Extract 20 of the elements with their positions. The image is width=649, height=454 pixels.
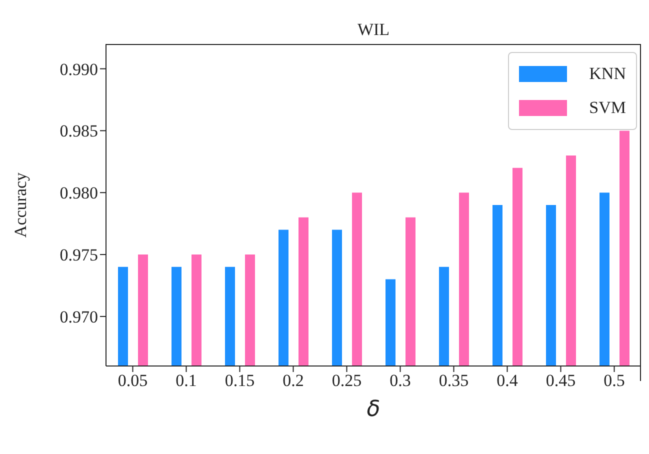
x-tick-label: 0.05: [118, 371, 148, 390]
legend-label: KNN: [589, 64, 626, 84]
x-tick-label: 0.5: [604, 371, 625, 390]
y-tick-label: 0.990: [60, 60, 98, 79]
y-tick-label: 0.980: [60, 184, 98, 203]
y-tick-label: 0.985: [60, 122, 98, 141]
chart-title: WIL: [356, 20, 391, 40]
y-tick-label: 0.970: [60, 307, 98, 326]
x-tick-label: 0.1: [176, 371, 197, 390]
x-tick-label: 0.4: [496, 371, 518, 390]
x-axis-title: δ: [366, 397, 380, 422]
y-tick-label: 0.975: [60, 246, 98, 265]
x-tick-label: 0.35: [438, 371, 469, 390]
x-tick-label: 0.3: [390, 371, 411, 390]
x-tick-label: 0.2: [282, 371, 304, 390]
x-tick-label: 0.25: [332, 371, 362, 390]
legend-label: SVM: [589, 98, 626, 118]
x-tick-label: 0.15: [224, 371, 255, 390]
y-axis-title: Accuracy: [11, 172, 30, 238]
x-tick-label: 0.45: [546, 371, 576, 390]
